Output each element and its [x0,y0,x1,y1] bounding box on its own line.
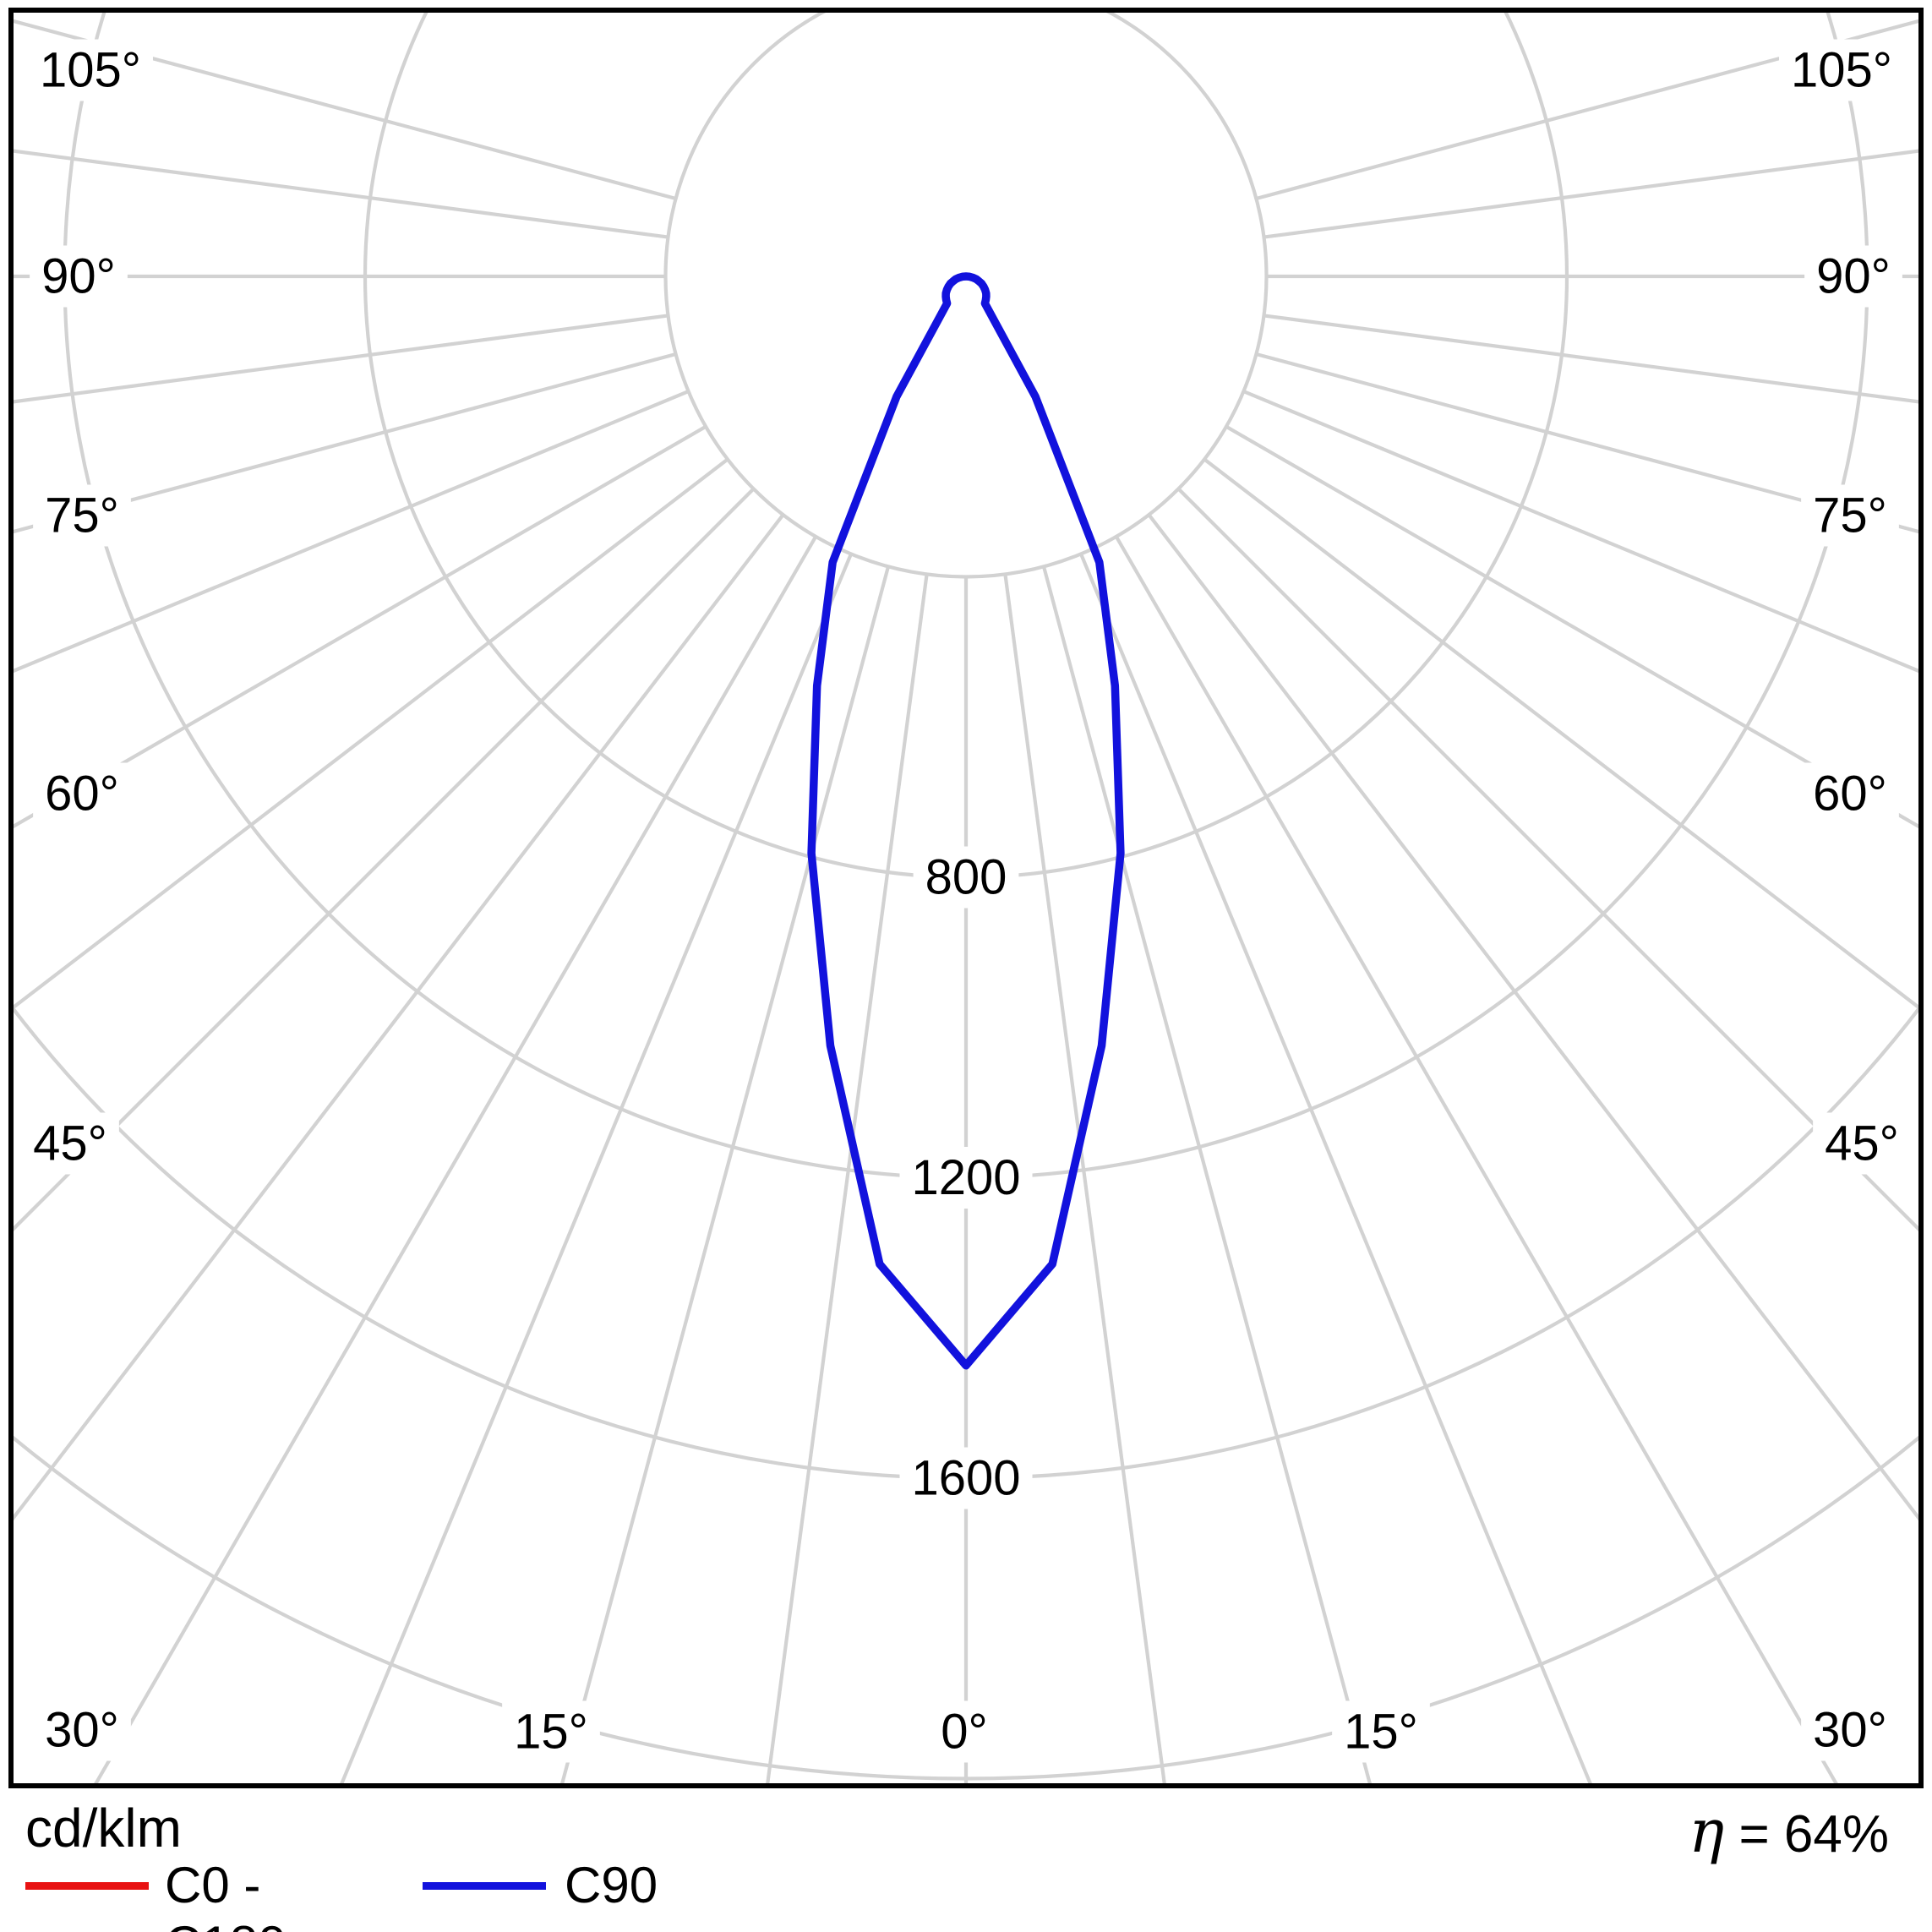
angle-label-R45: 45° [1825,1116,1899,1171]
grid-radial--75 [11,352,677,534]
ring-label-1200: 1200 [911,1150,1020,1205]
grid-radial-82.5 [1263,314,1921,404]
angle-label-L45-gap [21,1112,119,1175]
ring-label-1600: 1600 [911,1451,1020,1506]
angle-label-L15: 15° [514,1705,588,1760]
grid-radial-37.5 [1147,513,1921,1525]
legend-label-c90-c270: C90 - C270 [565,1857,658,1932]
grid-radial-105 [1255,19,1921,201]
grid-radial--30 [92,535,818,1786]
intensity-curve-c90-c270 [807,272,1125,1370]
angle-label-L0: 0° [941,1705,987,1760]
eta-symbol: η [1689,1797,1725,1866]
grid-radial--105 [11,19,677,201]
angle-label-L90: 90° [41,249,116,304]
grid-radial--67.5 [11,390,690,674]
angle-label-L45: 45° [33,1116,107,1171]
angle-label-R90-gap [1804,245,1902,308]
ring-label-800-gap [913,846,1019,909]
grid-radial-30 [1114,535,1840,1786]
grid-radial-52.5 [1203,457,1921,1012]
angle-label-R105-gap [1779,39,1904,101]
angle-label-R15-gap [1332,1700,1430,1763]
angle-label-L0-gap [929,1700,1000,1763]
grid-radial--7.5 [765,574,929,1786]
grid-radial--82.5 [11,314,669,404]
angle-label-L30: 30° [45,1703,119,1758]
grid-radial--60 [11,424,707,830]
ring-label-800: 800 [925,850,1007,905]
legend-swatch-c90-c270 [423,1882,546,1890]
grid-radial-60 [1225,424,1921,830]
angle-label-R30: 30° [1813,1703,1887,1758]
plot-border [8,8,1924,1788]
angle-label-R90: 90° [1816,249,1891,304]
grid-radial-97.5 [1263,149,1921,239]
angle-label-L75-gap [33,484,131,547]
angle-label-L30-gap [33,1699,131,1761]
angle-label-R60: 60° [1813,767,1887,821]
angle-label-R75-gap [1801,484,1899,547]
grid-radial-22.5 [1079,553,1594,1786]
angle-label-R60-gap [1801,762,1899,825]
angle-label-R75: 75° [1813,488,1887,543]
angle-label-L105: 105° [40,43,141,98]
angle-label-R15: 15° [1344,1705,1418,1760]
eta-value: = 64% [1738,1805,1889,1864]
angle-label-R45-gap [1813,1112,1911,1175]
grid-radial-15 [1041,565,1373,1786]
grid-radial--37.5 [11,513,785,1525]
angle-label-L90-gap [30,245,128,308]
grid-radial--22.5 [338,553,853,1786]
grid-radial-67.5 [1242,390,1921,674]
grid-ring-400 [663,10,1269,579]
ring-label-1600-gap [899,1447,1033,1509]
legend-label-c0-c180: C0 - C180 [165,1857,286,1932]
grid-radial--52.5 [11,457,729,1012]
angle-label-L60: 60° [45,767,119,821]
angle-label-L15-gap [502,1700,600,1763]
angle-label-R105: 105° [1791,43,1892,98]
grid-radial--15 [559,565,891,1786]
grid-radial-75 [1255,352,1921,534]
angle-label-L75: 75° [45,488,119,543]
angle-label-L105-gap [28,39,153,101]
ring-label-1200-gap [899,1147,1033,1209]
units-label: cd/klm [25,1798,182,1858]
grid-radial-7.5 [1003,574,1167,1786]
angle-label-R30-gap [1801,1699,1899,1761]
efficiency-label: η = 64% [1689,1797,1889,1866]
angle-label-L60-gap [33,762,131,825]
grid-radial--97.5 [11,149,669,239]
legend-swatch-c0-c180 [25,1882,149,1890]
